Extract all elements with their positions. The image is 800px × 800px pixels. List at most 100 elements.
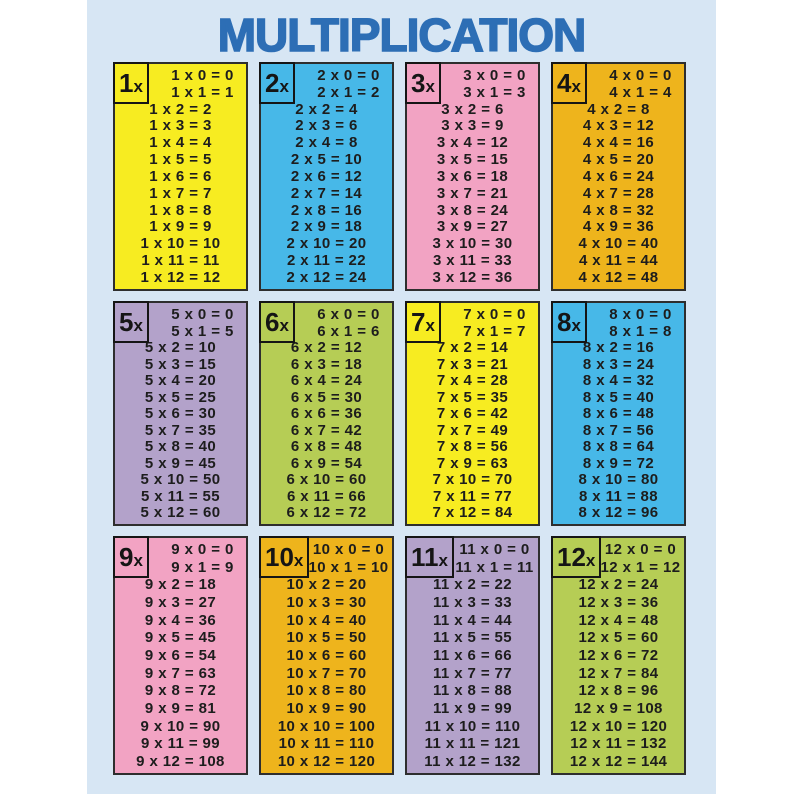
- equation: 4 x 7 = 28: [582, 184, 655, 202]
- equation: 7 x 4 = 28: [436, 372, 509, 389]
- equation: 6 x 4 = 24: [290, 372, 363, 389]
- equation: 9 x 1 = 9: [171, 558, 234, 576]
- table-label-x: x: [438, 550, 448, 570]
- equation: 7 x 12 = 84: [432, 504, 513, 521]
- equation: 2 x 8 = 16: [290, 201, 363, 219]
- table-label-x: x: [293, 550, 304, 570]
- equation: 8 x 8 = 64: [582, 438, 655, 455]
- equation: 3 x 5 = 15: [436, 151, 509, 169]
- equations: 10 x 0 = 0 10 x 1 = 10 10 x 2 = 20 10 x 3 =…: [261, 538, 392, 773]
- equation: 10 x 3 = 30: [286, 593, 367, 611]
- equation: 10 x 12 = 120: [277, 752, 376, 770]
- equation: 9 x 4 = 36: [144, 611, 217, 629]
- equation: 7 x 1 = 7: [463, 322, 526, 340]
- equation: 9 x 5 = 45: [144, 629, 217, 647]
- equation: 11 x 10 = 110: [424, 717, 521, 735]
- equation: 11 x 6 = 66: [432, 646, 513, 664]
- equation: 5 x 10 = 50: [140, 471, 221, 488]
- multiplication-table-panel: 11 x 11 x 0 = 0 11 x 1 = 11 11 x 2 = 22 11 x…: [405, 536, 540, 775]
- equation: 6 x 11 = 66: [286, 487, 367, 505]
- poster-title: MULTIPLICATION: [217, 8, 587, 62]
- equation: 6 x 8 = 48: [290, 438, 363, 455]
- table-label-x: x: [571, 76, 581, 96]
- equation: 3 x 11 = 33: [432, 252, 513, 270]
- equation: 2 x 3 = 6: [295, 117, 358, 135]
- equation: 2 x 12 = 24: [286, 268, 367, 286]
- equation: 3 x 6 = 18: [436, 167, 509, 185]
- equation: 12 x 10 = 120: [569, 717, 668, 735]
- equation: 4 x 6 = 24: [582, 167, 655, 185]
- table-label: 12 x: [551, 536, 602, 578]
- equation: 7 x 3 = 21: [436, 355, 509, 373]
- equation: 11 x 9 = 99: [432, 699, 513, 717]
- equation: 5 x 3 = 15: [144, 355, 217, 373]
- table-label-factor: 6: [265, 307, 280, 337]
- equation: 2 x 9 = 18: [290, 218, 363, 236]
- equation: 11 x 2 = 22: [432, 576, 513, 594]
- equation: 5 x 11 = 55: [140, 487, 221, 505]
- equation: 9 x 12 = 108: [136, 752, 225, 770]
- equation: 6 x 12 = 72: [286, 504, 367, 521]
- equation: 11 x 8 = 88: [432, 682, 513, 700]
- equation: 2 x 1 = 2: [317, 83, 380, 101]
- equation: 1 x 10 = 10: [140, 235, 221, 253]
- equation: 1 x 12 = 12: [140, 268, 221, 286]
- equation: 12 x 11 = 132: [570, 735, 667, 753]
- equation: 7 x 0 = 0: [463, 306, 526, 323]
- equation: 10 x 6 = 60: [286, 646, 367, 664]
- equation: 4 x 0 = 0: [609, 67, 672, 84]
- equation: 7 x 11 = 77: [432, 487, 513, 505]
- equation: 2 x 10 = 20: [286, 235, 367, 253]
- equation: 9 x 9 = 81: [144, 699, 217, 717]
- equation: 9 x 3 = 27: [144, 593, 217, 611]
- equation: 12 x 2 = 24: [578, 576, 659, 594]
- equation: 8 x 4 = 32: [582, 372, 655, 389]
- equation: 8 x 5 = 40: [582, 388, 655, 406]
- equation: 4 x 11 = 44: [578, 252, 659, 270]
- table-label-x: x: [279, 76, 289, 96]
- table-label-factor: 5: [119, 307, 134, 337]
- equation: 8 x 9 = 72: [582, 454, 655, 472]
- equation: 4 x 4 = 16: [582, 134, 655, 152]
- equation: 8 x 0 = 0: [609, 306, 672, 323]
- equation: 5 x 6 = 30: [144, 405, 217, 422]
- equation: 3 x 7 = 21: [436, 184, 509, 202]
- equation: 5 x 7 = 35: [144, 421, 217, 439]
- table-label-factor: 1: [119, 68, 134, 98]
- equation: 1 x 11 = 11: [141, 252, 220, 270]
- equation: 3 x 3 = 9: [441, 117, 504, 135]
- equations: 12 x 0 = 0 12 x 1 = 12 12 x 2 = 24 12 x 3 =…: [553, 538, 684, 773]
- equation: 6 x 1 = 6: [317, 322, 380, 340]
- equation: 9 x 10 = 90: [140, 717, 221, 735]
- equation: 3 x 0 = 0: [463, 67, 526, 84]
- equation: 5 x 1 = 5: [171, 322, 234, 340]
- equation: 9 x 2 = 18: [144, 576, 217, 594]
- equation: 1 x 9 = 9: [149, 218, 212, 236]
- equation: 10 x 7 = 70: [286, 664, 367, 682]
- equation: 12 x 4 = 48: [578, 611, 659, 629]
- equation: 12 x 5 = 60: [578, 629, 659, 647]
- table-label-factor: 3: [411, 68, 426, 98]
- equation: 4 x 8 = 32: [582, 201, 655, 219]
- equation: 12 x 8 = 96: [578, 682, 659, 700]
- equation: 6 x 2 = 12: [290, 339, 363, 356]
- equation: 3 x 10 = 30: [432, 235, 513, 253]
- equation: 9 x 11 = 99: [140, 735, 221, 753]
- equation: 9 x 0 = 0: [171, 541, 234, 558]
- equation: 1 x 5 = 5: [149, 151, 212, 169]
- equation: 4 x 5 = 20: [582, 151, 655, 169]
